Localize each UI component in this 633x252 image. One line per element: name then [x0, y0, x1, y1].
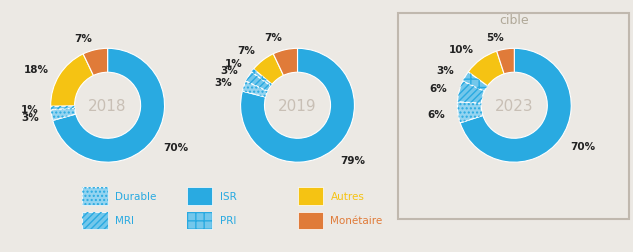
Wedge shape: [458, 102, 483, 123]
Bar: [82, 188, 108, 205]
Text: 3%: 3%: [220, 66, 238, 76]
Text: 1%: 1%: [225, 58, 242, 69]
Text: 2023: 2023: [495, 98, 534, 113]
Bar: [187, 212, 212, 229]
Text: 6%: 6%: [429, 84, 447, 93]
Wedge shape: [458, 82, 484, 104]
Bar: [82, 212, 108, 229]
Text: Autres: Autres: [330, 192, 365, 202]
Bar: [298, 212, 323, 229]
Wedge shape: [51, 106, 75, 110]
Wedge shape: [246, 73, 271, 92]
Text: cible: cible: [499, 14, 529, 27]
Bar: [82, 188, 108, 205]
Bar: [187, 212, 212, 229]
Wedge shape: [458, 82, 484, 104]
Text: Monétaire: Monétaire: [330, 215, 383, 226]
Text: 3%: 3%: [215, 77, 232, 87]
Text: 2019: 2019: [278, 98, 317, 113]
Wedge shape: [51, 55, 94, 107]
Wedge shape: [242, 82, 268, 98]
Text: 3%: 3%: [22, 113, 39, 123]
Text: 7%: 7%: [237, 46, 255, 56]
Wedge shape: [463, 73, 487, 92]
Text: 5%: 5%: [486, 33, 503, 43]
Wedge shape: [51, 108, 76, 121]
Text: 1%: 1%: [20, 104, 38, 114]
Bar: [82, 212, 108, 229]
Wedge shape: [468, 52, 504, 86]
Wedge shape: [463, 73, 487, 92]
Text: ISR: ISR: [220, 192, 236, 202]
Text: 7%: 7%: [75, 33, 92, 43]
Bar: [82, 212, 108, 229]
Wedge shape: [251, 70, 272, 86]
Bar: [82, 188, 108, 205]
Text: 18%: 18%: [23, 65, 49, 74]
Text: MRI: MRI: [115, 215, 134, 226]
Wedge shape: [51, 106, 75, 110]
Text: 70%: 70%: [570, 142, 596, 151]
Bar: [298, 188, 323, 205]
Wedge shape: [460, 49, 571, 163]
Text: 6%: 6%: [428, 110, 446, 119]
Text: 70%: 70%: [163, 143, 188, 153]
Wedge shape: [254, 54, 284, 85]
Wedge shape: [458, 102, 483, 123]
Text: 79%: 79%: [340, 155, 365, 166]
Text: Durable: Durable: [115, 192, 156, 202]
Text: 3%: 3%: [437, 66, 454, 76]
Wedge shape: [241, 49, 354, 163]
Wedge shape: [83, 49, 108, 76]
Text: PRI: PRI: [220, 215, 236, 226]
Wedge shape: [497, 49, 514, 75]
Bar: [187, 212, 212, 229]
Wedge shape: [51, 108, 76, 121]
Wedge shape: [246, 73, 271, 92]
Wedge shape: [53, 49, 165, 163]
Text: 10%: 10%: [449, 45, 473, 55]
Text: 7%: 7%: [265, 33, 282, 43]
Bar: [187, 188, 212, 205]
Wedge shape: [242, 82, 268, 98]
Text: 2018: 2018: [89, 98, 127, 113]
Wedge shape: [251, 70, 272, 86]
Wedge shape: [273, 49, 298, 76]
